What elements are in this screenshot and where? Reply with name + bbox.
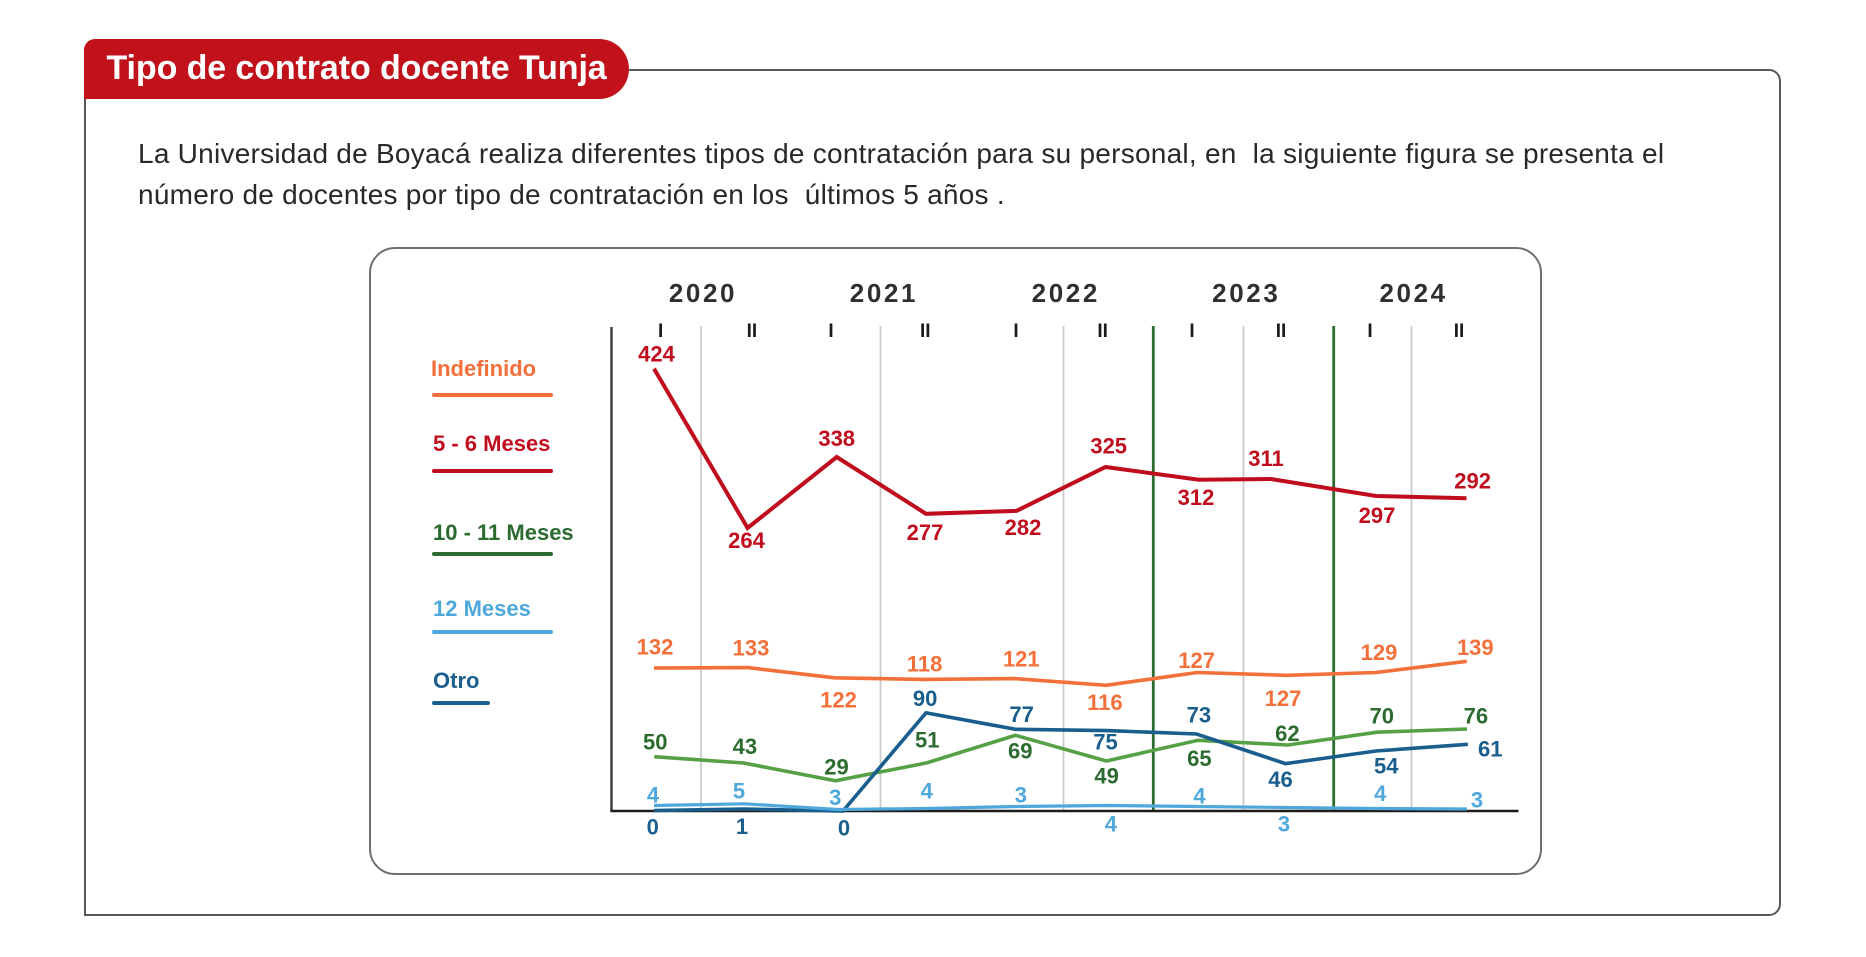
svg-text:77: 77 [1009, 702, 1033, 727]
svg-text:70: 70 [1370, 704, 1394, 729]
svg-text:121: 121 [1003, 647, 1040, 672]
svg-text:292: 292 [1454, 469, 1491, 494]
svg-text:5: 5 [733, 779, 745, 804]
svg-text:1: 1 [736, 814, 748, 839]
svg-text:116: 116 [1087, 690, 1123, 715]
svg-text:2023: 2023 [1212, 278, 1280, 308]
svg-text:338: 338 [818, 426, 855, 451]
svg-text:76: 76 [1464, 704, 1488, 729]
svg-text:51: 51 [915, 728, 939, 753]
svg-text:264: 264 [728, 528, 765, 553]
svg-text:129: 129 [1361, 640, 1398, 665]
svg-text:73: 73 [1187, 703, 1211, 728]
svg-text:312: 312 [1178, 485, 1215, 510]
svg-text:2021: 2021 [850, 278, 918, 308]
svg-text:4: 4 [921, 779, 934, 804]
svg-text:29: 29 [824, 755, 848, 780]
svg-text:3: 3 [1278, 812, 1290, 837]
svg-text:4: 4 [1105, 812, 1118, 837]
svg-text:133: 133 [733, 636, 770, 661]
svg-text:90: 90 [913, 686, 937, 711]
svg-text:139: 139 [1457, 635, 1494, 660]
svg-text:46: 46 [1268, 767, 1292, 792]
svg-text:132: 132 [637, 635, 674, 660]
svg-text:I: I [658, 321, 663, 342]
svg-text:282: 282 [1005, 515, 1042, 540]
svg-text:4: 4 [1193, 784, 1206, 809]
svg-text:II: II [747, 321, 758, 342]
svg-text:61: 61 [1478, 737, 1502, 762]
svg-text:II: II [1276, 321, 1287, 342]
svg-text:0: 0 [838, 816, 850, 841]
svg-text:I: I [828, 321, 833, 342]
svg-text:2022: 2022 [1032, 278, 1100, 308]
svg-text:54: 54 [1374, 754, 1399, 779]
svg-text:65: 65 [1187, 746, 1211, 771]
svg-text:424: 424 [638, 341, 675, 366]
svg-text:325: 325 [1090, 434, 1127, 459]
svg-text:118: 118 [907, 651, 943, 676]
svg-text:II: II [1454, 321, 1465, 342]
svg-text:0: 0 [647, 815, 659, 840]
svg-text:2024: 2024 [1379, 278, 1447, 308]
svg-text:69: 69 [1008, 739, 1032, 764]
svg-text:311: 311 [1248, 446, 1284, 471]
svg-text:43: 43 [733, 734, 757, 759]
svg-text:75: 75 [1093, 730, 1117, 755]
svg-text:62: 62 [1275, 721, 1299, 746]
svg-text:122: 122 [820, 687, 857, 712]
svg-text:I: I [1367, 321, 1372, 342]
svg-text:3: 3 [1471, 787, 1483, 812]
svg-text:4: 4 [647, 782, 660, 807]
svg-text:127: 127 [1178, 648, 1215, 673]
svg-text:II: II [1097, 321, 1108, 342]
svg-text:297: 297 [1359, 503, 1396, 528]
svg-text:49: 49 [1094, 764, 1118, 789]
svg-text:4: 4 [1374, 781, 1387, 806]
svg-text:I: I [1013, 321, 1018, 342]
svg-text:3: 3 [829, 785, 841, 810]
svg-text:127: 127 [1265, 686, 1302, 711]
svg-text:II: II [920, 321, 931, 342]
svg-text:3: 3 [1015, 782, 1027, 807]
svg-text:277: 277 [907, 520, 944, 545]
svg-text:I: I [1189, 321, 1194, 342]
svg-text:50: 50 [643, 730, 667, 755]
svg-text:2020: 2020 [669, 278, 737, 308]
